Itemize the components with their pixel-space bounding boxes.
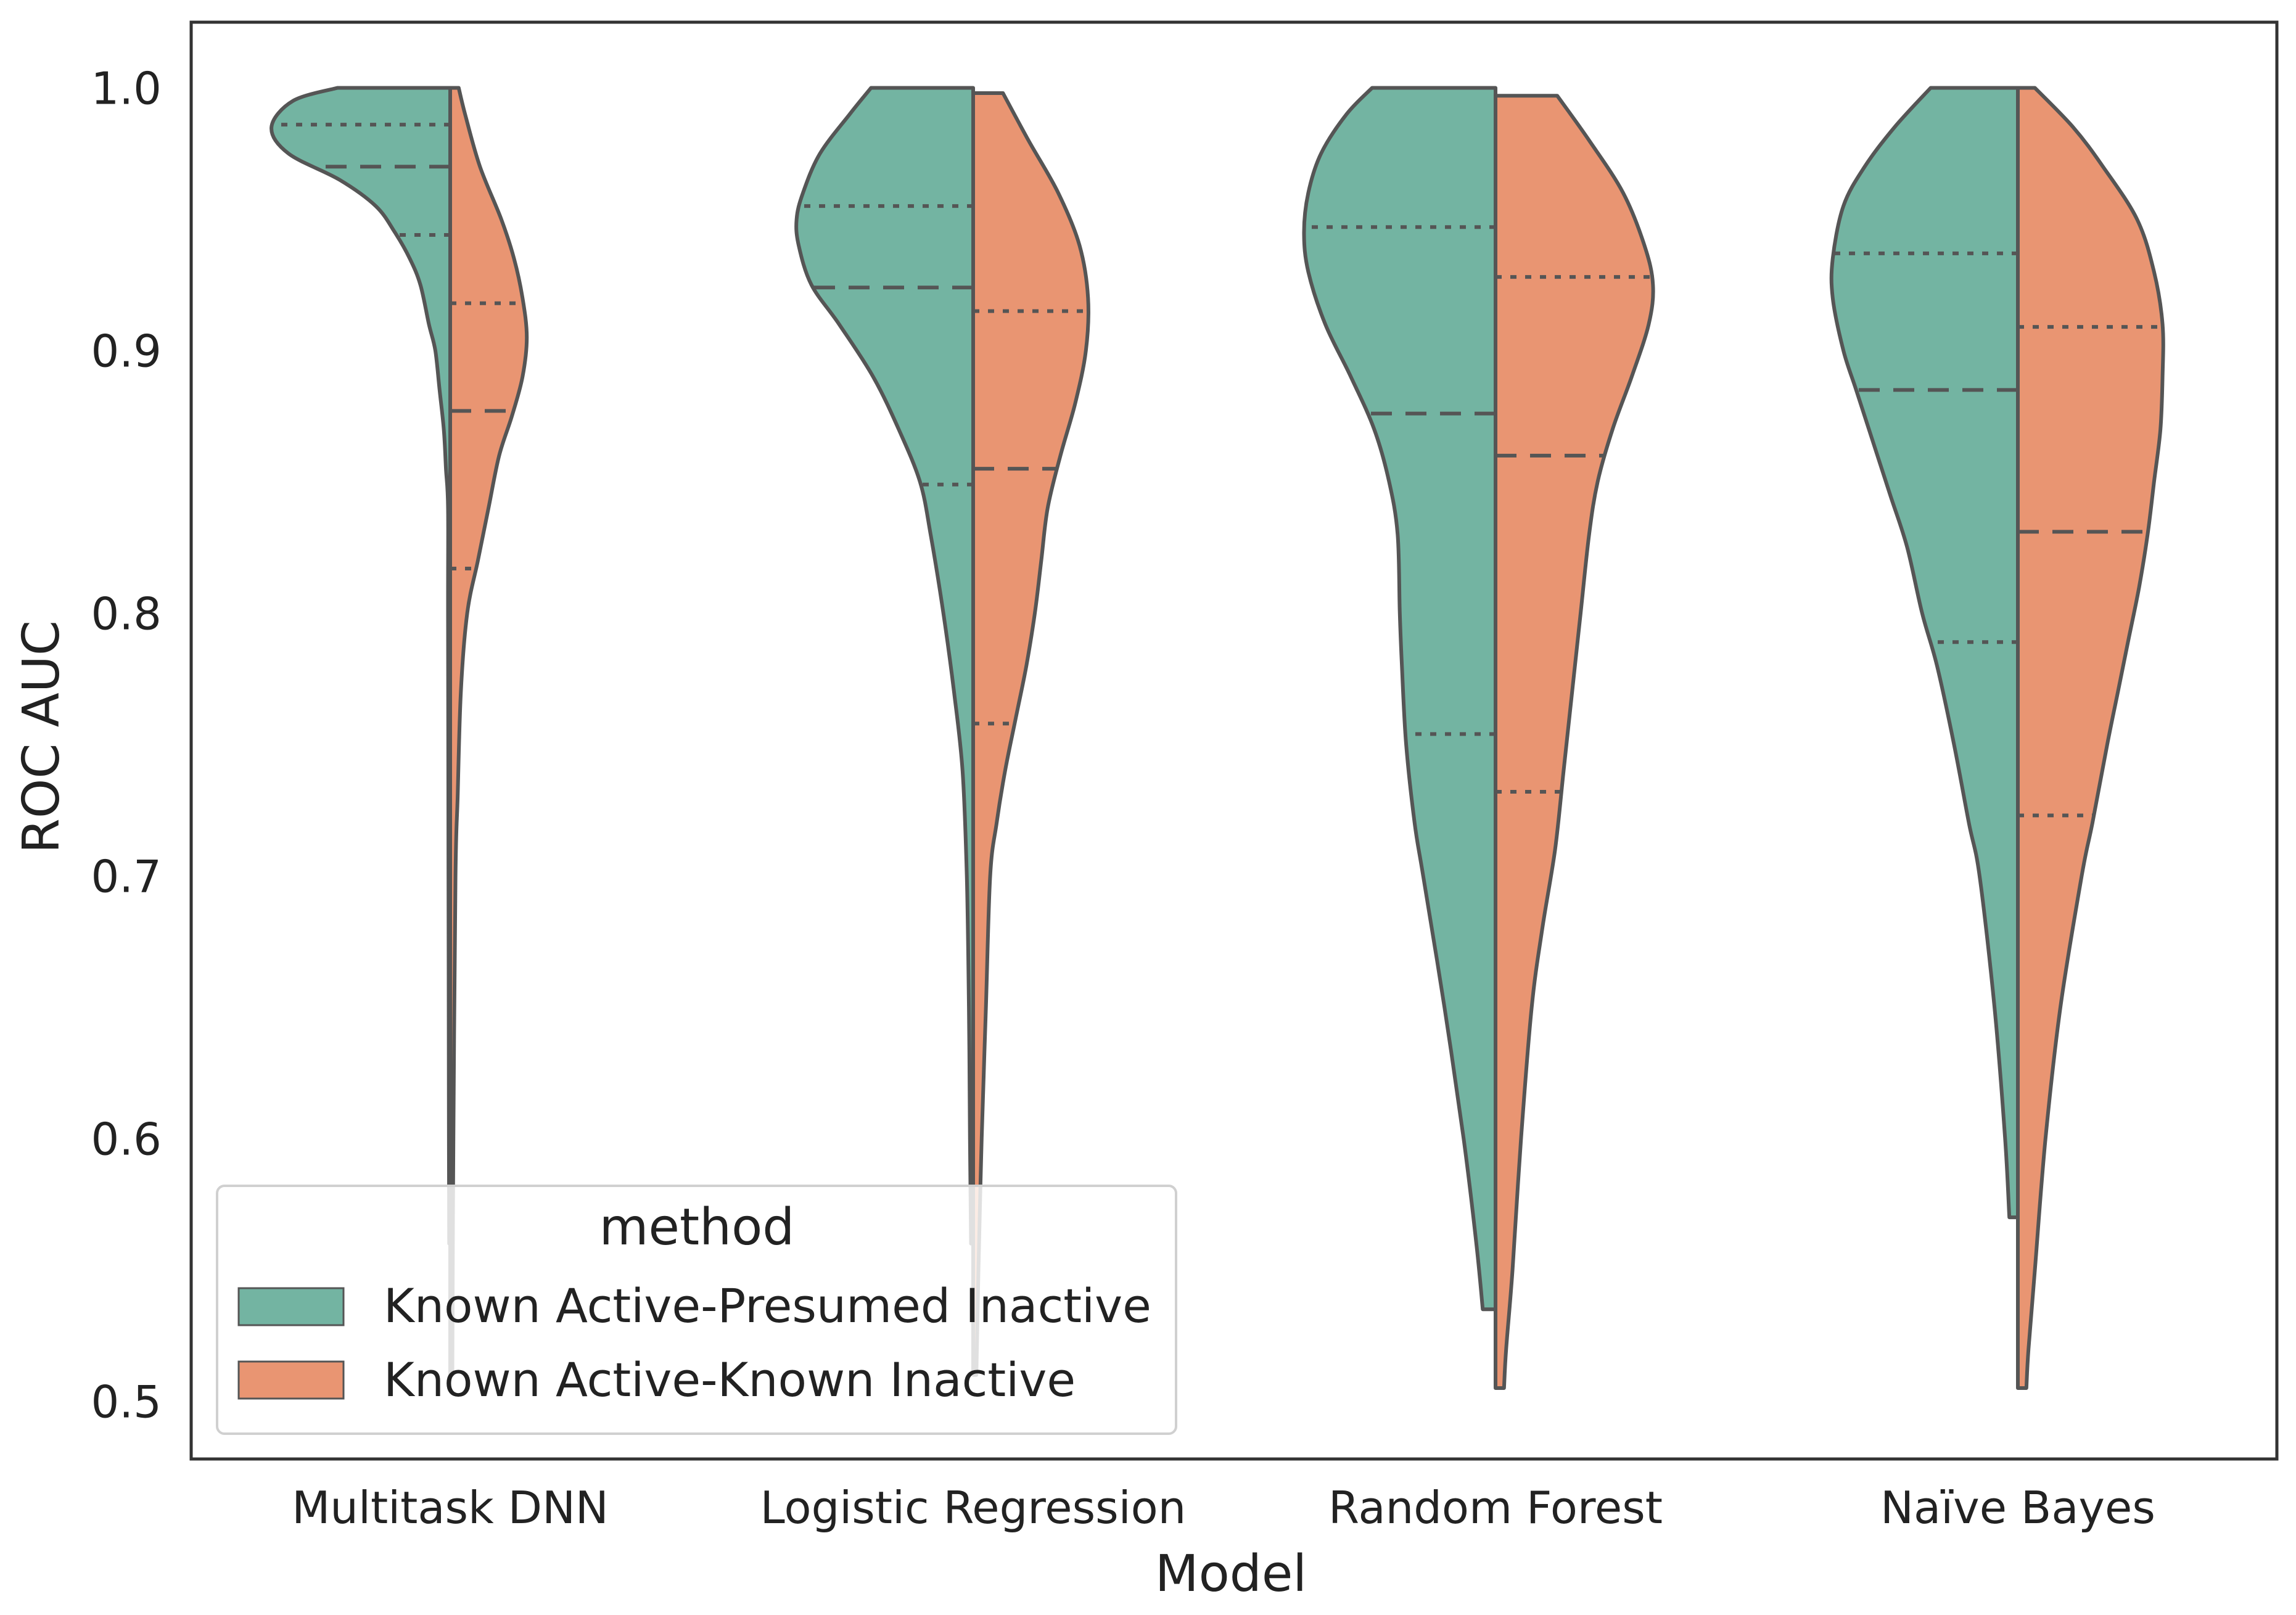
violin-multitask-dnn-left [270, 86, 452, 1246]
violin-random-forest-left [1302, 86, 1497, 1312]
legend-label-known: Known Active-Known Inactive [384, 1352, 1076, 1407]
legend-swatch-known [237, 1360, 345, 1400]
y-tick-label: 1.0 [91, 62, 162, 114]
x-axis-label: Model [1155, 1545, 1307, 1603]
x-tick-label-random-forest: Random Forest [1328, 1482, 1663, 1534]
y-tick-label: 0.7 [91, 850, 162, 902]
violin-na-ve-bayes-left [1829, 86, 2020, 1220]
x-axis-ticks: Multitask DNN Logistic Regression Random F… [292, 1482, 2155, 1534]
y-axis-ticks: 0.5 0.6 0.7 0.8 0.9 1.0 [91, 62, 162, 1428]
legend-label-presumed: Known Active-Presumed Inactive [384, 1278, 1151, 1333]
x-tick-label-logistic-regression: Logistic Regression [760, 1482, 1187, 1534]
legend: method Known Active-Presumed Inactive Kn… [216, 1185, 1177, 1435]
y-tick-label: 0.5 [91, 1376, 162, 1428]
y-tick-label: 0.6 [91, 1113, 162, 1165]
violin-random-forest-right [1494, 94, 1655, 1390]
legend-frame [216, 1185, 1177, 1435]
violin-logistic-regression-left [794, 86, 975, 1246]
violin-multitask-dnn-right [448, 86, 529, 1377]
y-axis-label: ROC AUC [12, 620, 71, 853]
legend-title: method [599, 1198, 795, 1257]
plot-frame [189, 20, 2279, 1461]
legend-swatch-presumed [237, 1287, 345, 1326]
violin-logistic-regression-right [971, 91, 1090, 1377]
x-tick-label-na-ve-bayes: Naïve Bayes [1880, 1482, 2155, 1534]
quartile-lines-layer [273, 123, 2163, 818]
violin-na-ve-bayes-right [2016, 86, 2165, 1390]
y-tick-label: 0.9 [91, 325, 162, 377]
y-tick-label: 0.8 [91, 588, 162, 639]
x-tick-label-multitask-dnn: Multitask DNN [292, 1482, 609, 1534]
